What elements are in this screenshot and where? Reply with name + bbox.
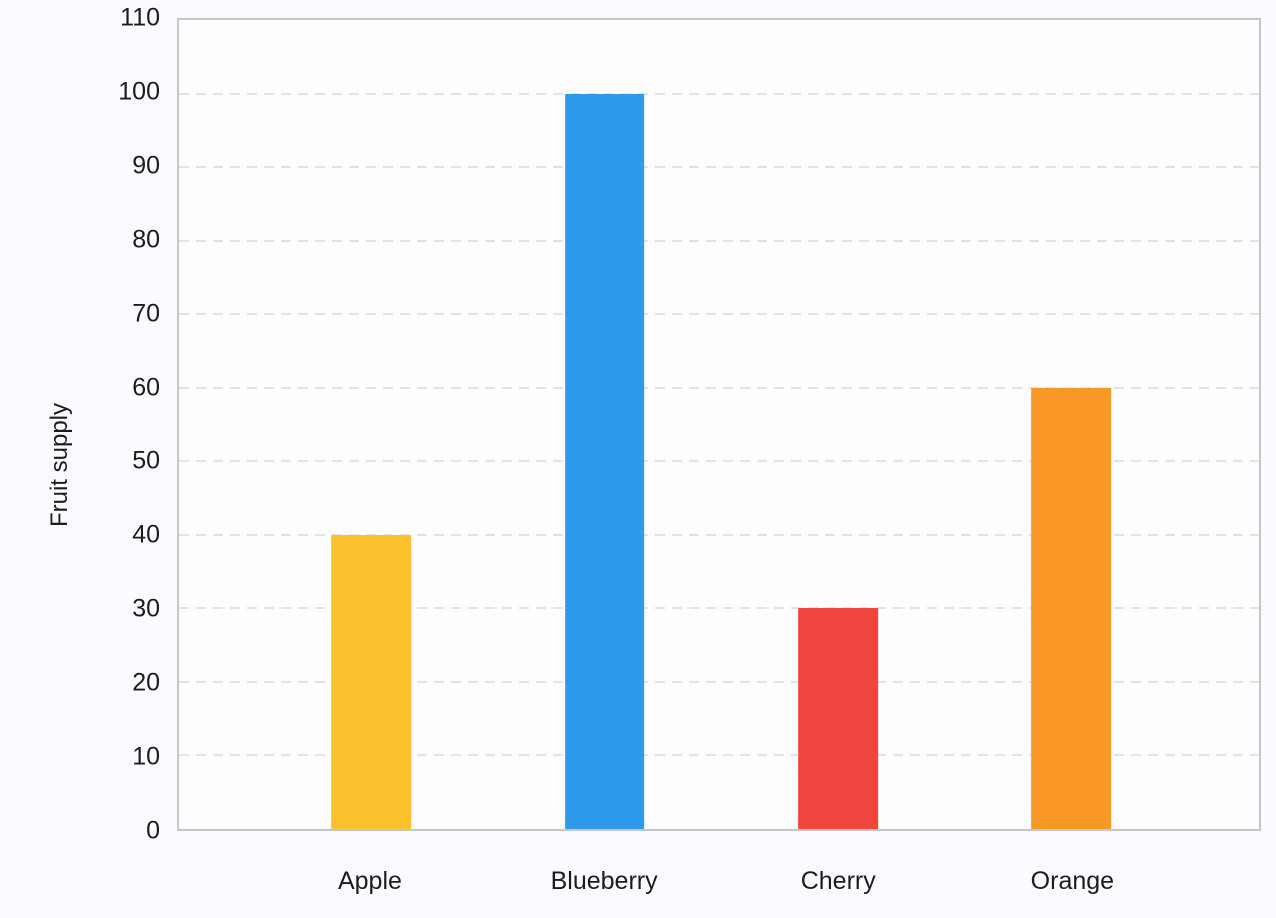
gridline	[179, 533, 1259, 536]
x-category-label-blueberry: Blueberry	[550, 867, 658, 895]
y-axis-tick-labels: 0 10 20 30 40 50 60 70 80 90 100 110	[0, 5, 160, 843]
y-tick-label: 50	[132, 446, 160, 475]
bar-apple[interactable]	[331, 534, 412, 829]
gridline	[179, 607, 1259, 610]
y-tick-label: 40	[132, 520, 160, 549]
gridline	[179, 754, 1259, 757]
y-tick-label: 0	[146, 816, 160, 845]
y-tick-label: 20	[132, 668, 160, 697]
gridline	[179, 680, 1259, 683]
y-tick-label: 100	[118, 77, 160, 106]
y-tick-label: 10	[132, 742, 160, 771]
x-category-label-apple: Apple	[337, 867, 402, 895]
gridline	[179, 460, 1259, 463]
y-tick-label: 90	[132, 151, 160, 180]
x-axis-category-labels: Apple Blueberry Cherry Orange	[177, 831, 1261, 911]
x-category-label-cherry: Cherry	[800, 867, 876, 895]
x-category-label-orange: Orange	[1030, 867, 1115, 895]
bar-cherry[interactable]	[797, 608, 878, 829]
y-tick-label: 60	[132, 373, 160, 402]
bar-orange[interactable]	[1031, 387, 1111, 829]
y-tick-label: 80	[132, 225, 160, 254]
plot-area	[177, 18, 1261, 831]
gridline	[179, 386, 1259, 389]
gridline	[179, 166, 1259, 169]
y-tick-label: 110	[120, 3, 160, 32]
gridline	[179, 313, 1259, 316]
gridline	[179, 239, 1259, 242]
bar-blueberry[interactable]	[564, 93, 645, 829]
gridline	[179, 92, 1259, 95]
y-tick-label: 30	[132, 594, 160, 623]
y-tick-label: 70	[132, 299, 160, 328]
